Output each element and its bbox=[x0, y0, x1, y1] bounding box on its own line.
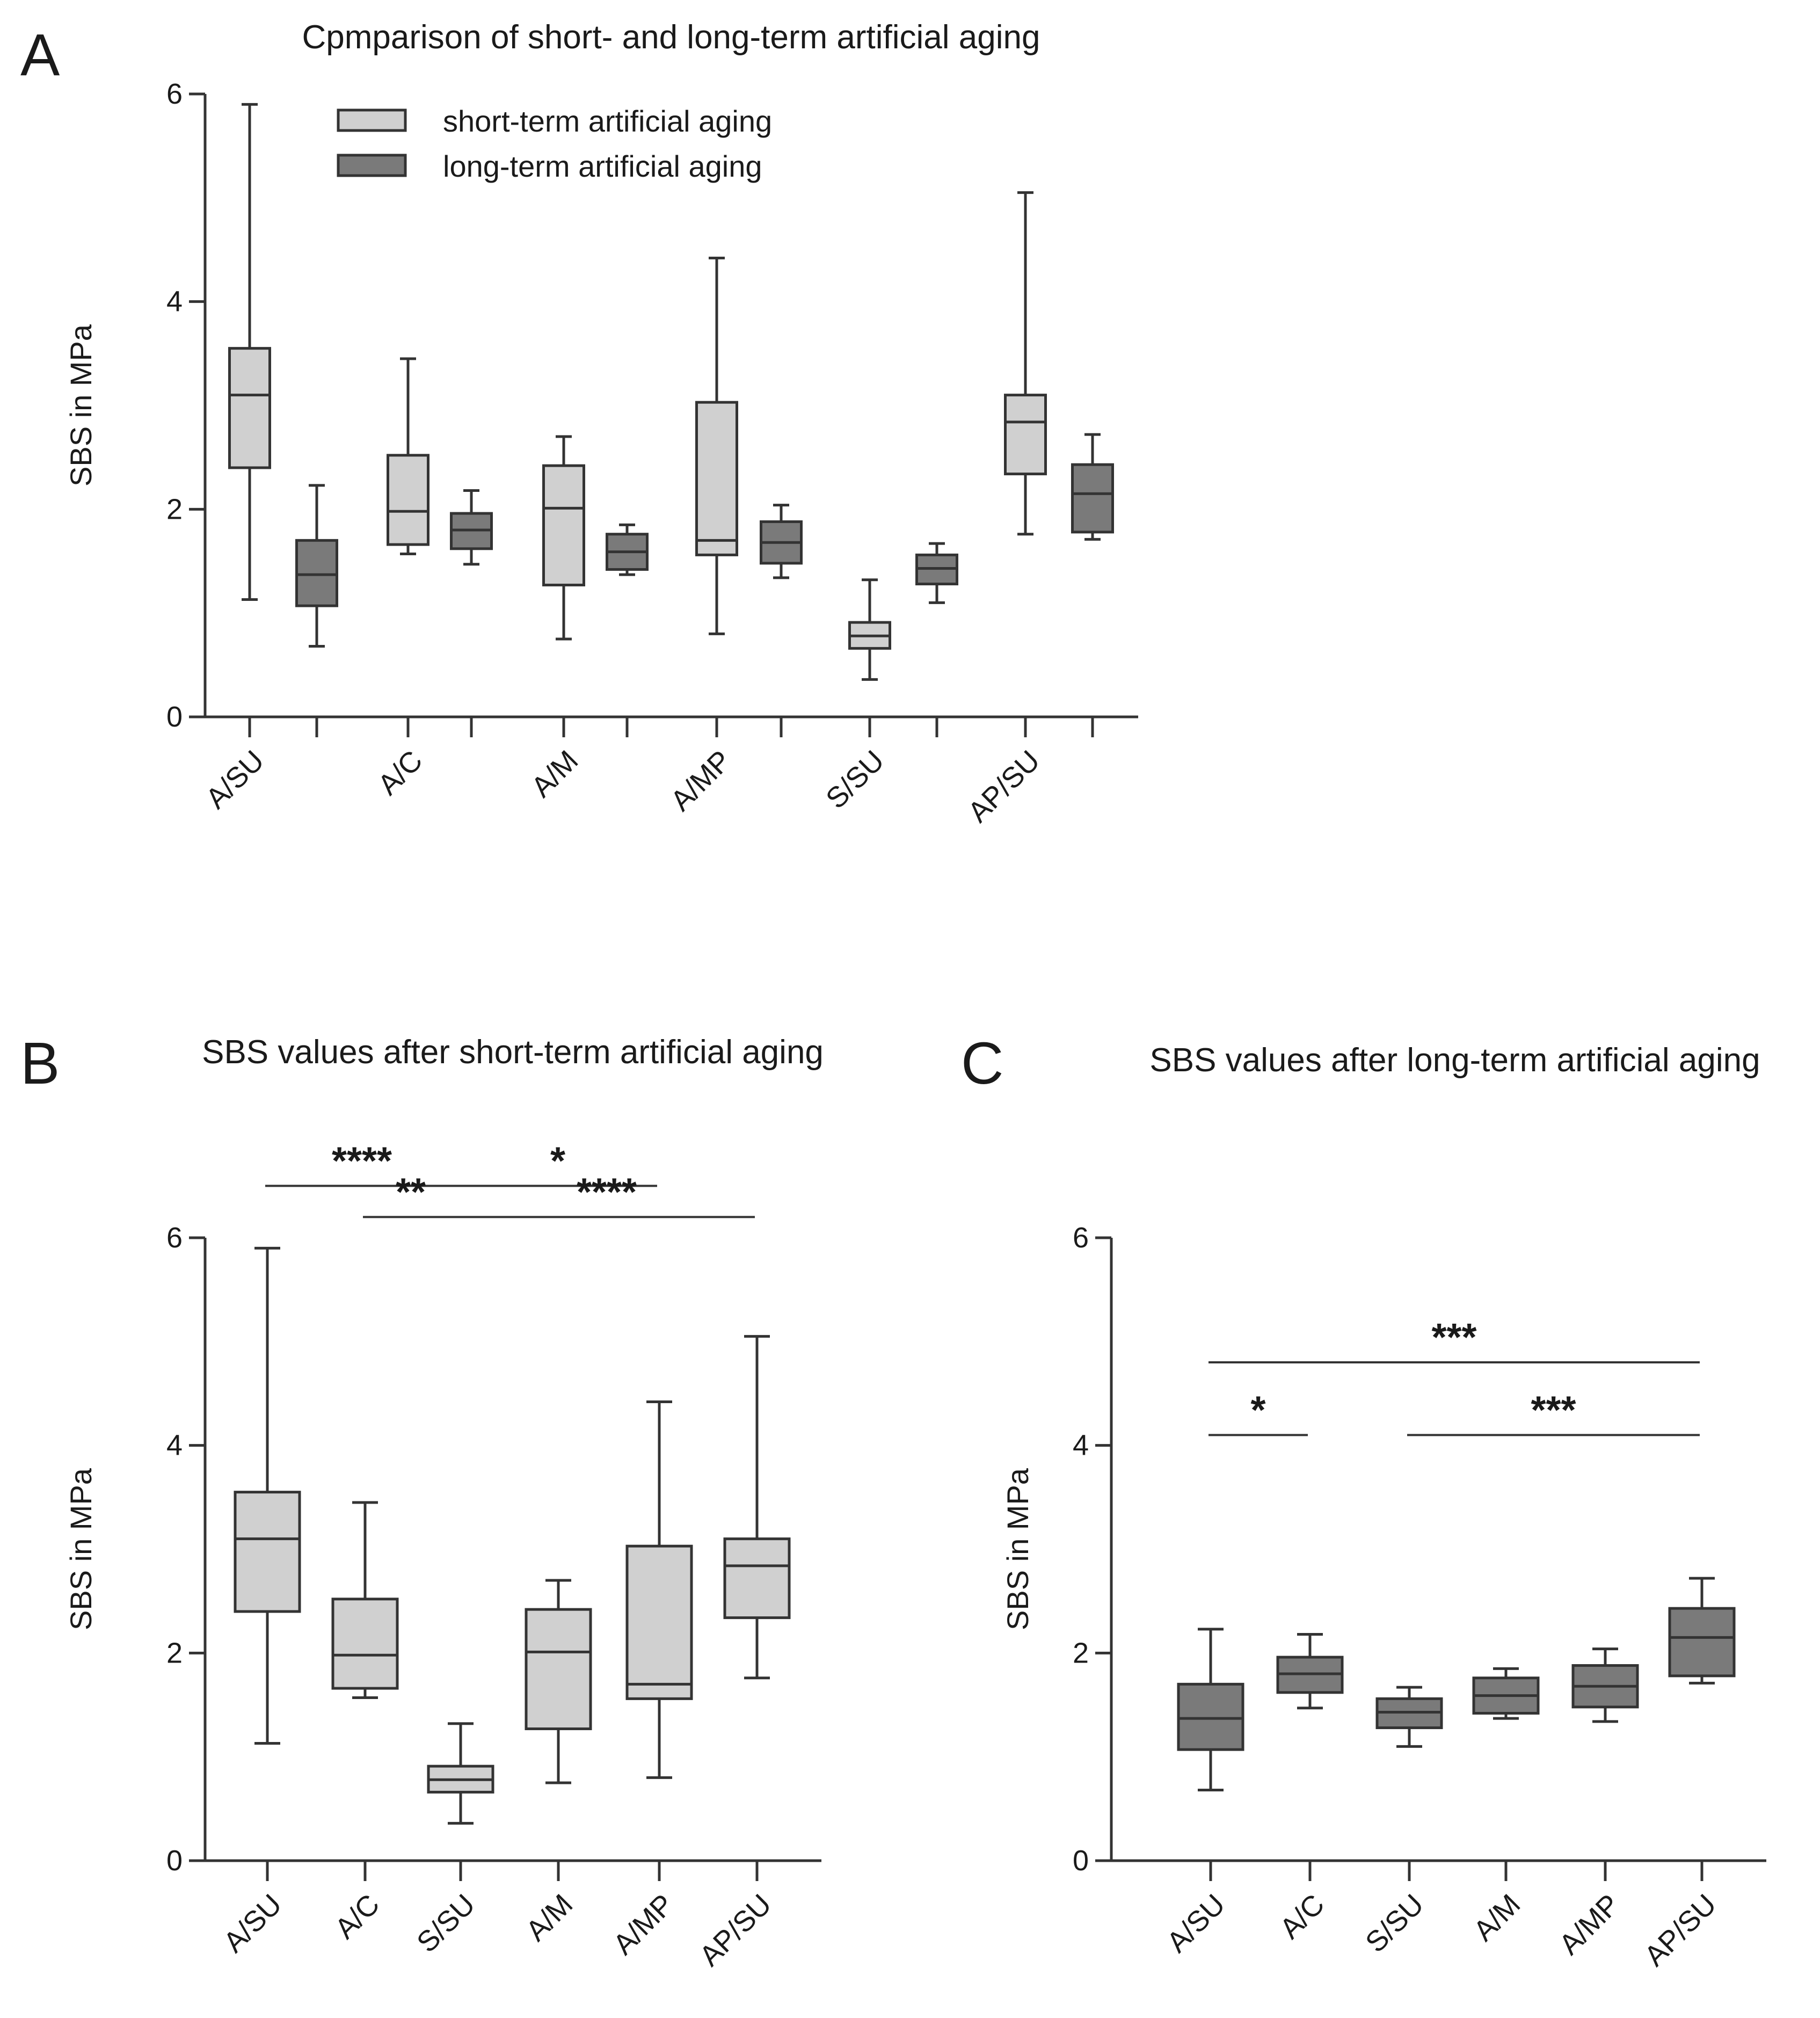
panel-b-title: SBS values after short-term artificial a… bbox=[202, 1034, 824, 1071]
panel-c-x-tick-label: AP/SU bbox=[1638, 1888, 1722, 1972]
panel-c-x-tick-label: A/SU bbox=[1161, 1888, 1232, 1959]
box-iqr bbox=[295, 539, 338, 607]
panel-a-letter: A bbox=[20, 22, 60, 88]
panel-c-y-tick-label: 6 bbox=[1073, 1222, 1089, 1254]
panel-c-significance-label: *** bbox=[1431, 1316, 1476, 1359]
panel-a-y-tick-label: 0 bbox=[166, 701, 183, 733]
panel-c-significance-label: *** bbox=[1531, 1389, 1576, 1432]
panel-a-title: Cpmparison of short- and long-term artif… bbox=[302, 19, 1040, 56]
box-iqr bbox=[228, 347, 271, 469]
legend-label-long: long-term artificial aging bbox=[443, 149, 762, 183]
panel-c-letter: C bbox=[961, 1030, 1003, 1097]
panel-a-y-label: SBS in MPa bbox=[64, 324, 98, 487]
panel-a-y-tick-label: 2 bbox=[166, 493, 183, 525]
panel-b-x-tick-label: A/C bbox=[329, 1888, 385, 1945]
legend-swatch-long bbox=[337, 154, 407, 177]
legend-label-short: short-term artificial aging bbox=[443, 104, 772, 138]
panel-a-x-tick-label: S/SU bbox=[820, 744, 891, 815]
panel-b-x-tick-label: S/SU bbox=[411, 1888, 482, 1959]
box-iqr bbox=[234, 1491, 301, 1613]
panel-b-y-tick-label: 4 bbox=[166, 1429, 183, 1462]
panel-a-x-tick-label: AP/SU bbox=[962, 744, 1046, 829]
panel-c-y-tick-label: 2 bbox=[1073, 1637, 1089, 1669]
panel-c-x-tick-label: A/MP bbox=[1553, 1888, 1626, 1961]
panel-a-y-tick-label: 4 bbox=[166, 286, 183, 318]
panel-b-y-label: SBS in MPa bbox=[64, 1468, 98, 1630]
box-iqr bbox=[1071, 463, 1114, 534]
panel-b-significance-label: ** bbox=[396, 1171, 426, 1214]
panel-a-x-tick-label: A/SU bbox=[200, 744, 271, 815]
panel-a-y-tick-label: 6 bbox=[166, 78, 183, 110]
panel-c-title: SBS values after long-term artificial ag… bbox=[1149, 1042, 1760, 1079]
panel-b-letter: B bbox=[20, 1030, 60, 1097]
panel-c-x-tick-label: A/C bbox=[1273, 1888, 1330, 1945]
panel-b-y-tick-label: 6 bbox=[166, 1222, 183, 1254]
box-iqr bbox=[542, 464, 585, 586]
box-iqr bbox=[723, 1537, 791, 1620]
panel-a-x-tick-label: A/C bbox=[372, 744, 428, 801]
box-iqr bbox=[625, 1544, 693, 1700]
panel-a-x-tick-label: A/MP bbox=[665, 744, 738, 817]
box-iqr bbox=[1177, 1682, 1244, 1751]
panel-c-y-label: SBS in MPa bbox=[1001, 1468, 1035, 1630]
panel-b-y-tick-label: 0 bbox=[166, 1845, 183, 1877]
panel-c-x-tick-label: A/M bbox=[1467, 1888, 1526, 1947]
panel-b-significance-label: **** bbox=[332, 1139, 392, 1182]
panel-b-x-tick-label: A/SU bbox=[217, 1888, 288, 1959]
box-iqr bbox=[525, 1608, 592, 1730]
panel-b-significance-label: **** bbox=[577, 1171, 637, 1214]
panel-b-significance-label: * bbox=[550, 1139, 565, 1182]
panel-c-y-tick-label: 0 bbox=[1073, 1845, 1089, 1877]
panel-c-significance-label: * bbox=[1250, 1389, 1265, 1432]
panel-b-y-tick-label: 2 bbox=[166, 1637, 183, 1669]
panel-b-x-tick-label: A/M bbox=[520, 1888, 579, 1947]
box-iqr bbox=[1004, 394, 1047, 476]
box-iqr bbox=[695, 401, 738, 556]
box-iqr bbox=[1668, 1607, 1736, 1678]
panel-c-x-tick-label: S/SU bbox=[1359, 1888, 1430, 1959]
panel-a-x-tick-label: A/M bbox=[525, 744, 584, 803]
box-iqr bbox=[331, 1598, 399, 1690]
box-iqr bbox=[387, 454, 429, 546]
panel-b-x-tick-label: A/MP bbox=[607, 1888, 680, 1961]
panel-b-x-tick-label: AP/SU bbox=[693, 1888, 777, 1972]
legend-swatch-short bbox=[337, 108, 407, 132]
panel-c-y-tick-label: 4 bbox=[1073, 1429, 1089, 1462]
